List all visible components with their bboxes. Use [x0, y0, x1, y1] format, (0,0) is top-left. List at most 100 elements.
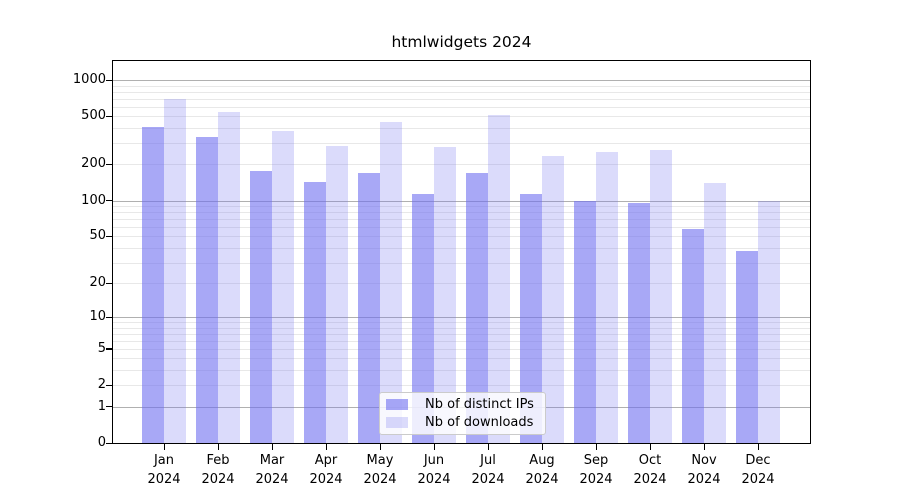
gridlines-layer	[113, 61, 810, 443]
bars-layer	[113, 61, 810, 443]
y-tick-mark-0	[106, 442, 112, 444]
bar-nb-of-downloads-may	[380, 121, 402, 443]
gridline-major-100	[113, 200, 810, 202]
bar-nb-of-distinct-ips-jan	[142, 127, 164, 443]
bar-nb-of-downloads-nov	[704, 182, 726, 443]
gridline-minor-900	[113, 85, 810, 87]
y-tick-mark-10	[106, 316, 112, 318]
gridline-minor-600	[113, 106, 810, 108]
x-tick-label-may: May 2024	[363, 453, 397, 487]
gridline-minor-70	[113, 219, 810, 221]
bar-nb-of-downloads-jan	[164, 98, 186, 443]
gridline-minor-5	[113, 348, 810, 350]
gridline-minor-6	[113, 340, 810, 342]
y-tick-label-0: 0	[97, 435, 106, 450]
y-tick-mark-5	[106, 348, 112, 350]
y-tick-label-20: 20	[89, 275, 106, 291]
gridline-minor-20	[113, 283, 810, 285]
x-tick-label-feb: Feb 2024	[201, 453, 235, 487]
x-tick-mark-feb	[217, 444, 219, 450]
legend-item-distinct-ips: Nb of distinct IPs	[386, 397, 545, 412]
x-tick-label-aug: Aug 2024	[525, 453, 559, 487]
bar-nb-of-downloads-jul	[488, 115, 510, 443]
bar-nb-of-downloads-mar	[272, 130, 294, 443]
bar-nb-of-distinct-ips-jul	[466, 172, 488, 443]
x-tick-label-mar: Mar 2024	[255, 453, 289, 487]
y-tick-label-2: 2	[97, 377, 106, 393]
y-tick-mark-200	[106, 163, 112, 166]
bar-nb-of-distinct-ips-sep	[574, 200, 596, 443]
gridline-minor-700	[113, 98, 810, 100]
bar-nb-of-distinct-ips-oct	[628, 202, 650, 443]
x-tick-mark-aug	[541, 444, 543, 450]
bar-nb-of-distinct-ips-feb	[196, 136, 218, 443]
plot-area	[112, 60, 811, 444]
x-tick-label-jul: Jul 2024	[471, 453, 505, 487]
x-tick-mark-jul	[487, 444, 489, 450]
gridline-minor-7	[113, 333, 810, 335]
y-tick-label-500: 500	[81, 108, 106, 124]
y-tick-label-50: 50	[89, 228, 106, 244]
gridline-minor-500	[113, 116, 810, 118]
x-tick-mark-oct	[649, 444, 651, 450]
legend-swatch-distinct-ips	[386, 399, 408, 410]
gridline-minor-60	[113, 227, 810, 228]
bar-nb-of-downloads-feb	[218, 111, 240, 443]
y-tick-mark-100	[106, 200, 112, 202]
gridline-minor-80	[113, 212, 810, 214]
x-tick-label-sep: Sep 2024	[579, 453, 613, 487]
gridline-major-10	[113, 317, 810, 318]
legend: Nb of distinct IPs Nb of downloads	[379, 392, 546, 435]
y-tick-mark-50	[106, 235, 112, 238]
x-tick-label-jan: Jan 2024	[147, 453, 181, 487]
y-tick-label-5: 5	[97, 340, 106, 356]
bar-nb-of-distinct-ips-dec	[736, 250, 758, 443]
y-tick-mark-1000	[106, 79, 112, 81]
y-tick-label-200: 200	[81, 156, 106, 172]
bar-nb-of-downloads-apr	[326, 145, 348, 443]
x-tick-mark-jun	[433, 444, 435, 450]
gridline-minor-40	[113, 247, 810, 249]
bar-nb-of-distinct-ips-jun	[412, 193, 434, 443]
legend-label-distinct-ips: Nb of distinct IPs	[425, 397, 534, 412]
gridline-minor-50	[113, 236, 810, 238]
gridline-minor-4	[113, 358, 810, 360]
gridline-minor-9	[113, 322, 810, 324]
bar-nb-of-downloads-dec	[758, 200, 780, 443]
legend-item-downloads: Nb of downloads	[386, 415, 545, 430]
bar-nb-of-distinct-ips-apr	[304, 182, 326, 443]
x-tick-mark-sep	[595, 444, 597, 450]
gridline-minor-2	[113, 385, 810, 387]
x-tick-label-dec: Dec 2024	[741, 453, 775, 487]
x-tick-label-oct: Oct 2024	[633, 453, 667, 487]
bar-nb-of-downloads-aug	[542, 155, 564, 443]
x-tick-mark-jan	[163, 444, 165, 450]
gridline-minor-200	[113, 164, 810, 166]
legend-label-downloads: Nb of downloads	[425, 415, 534, 430]
y-tick-label-1: 1	[97, 398, 106, 414]
bar-nb-of-downloads-jun	[434, 146, 456, 443]
chart-title: htmlwidgets 2024	[391, 33, 532, 51]
gridline-minor-800	[113, 91, 810, 93]
y-tick-label-100: 100	[81, 192, 106, 208]
gridline-minor-300	[113, 143, 810, 145]
gridline-minor-90	[113, 205, 810, 207]
x-tick-mark-nov	[703, 444, 705, 450]
gridline-major-1000	[113, 80, 810, 81]
y-tick-mark-2	[106, 384, 112, 386]
gridline-minor-3	[113, 370, 810, 372]
y-tick-mark-1	[106, 406, 112, 408]
y-tick-mark-20	[106, 282, 112, 284]
legend-swatch-downloads	[386, 417, 408, 428]
x-tick-mark-mar	[271, 444, 273, 450]
y-tick-label-10: 10	[89, 309, 106, 324]
bar-nb-of-downloads-oct	[650, 149, 672, 443]
y-tick-label-1000: 1000	[72, 72, 106, 87]
gridline-minor-8	[113, 327, 810, 329]
x-tick-mark-dec	[757, 444, 759, 450]
bar-nb-of-distinct-ips-mar	[250, 171, 272, 443]
y-tick-mark-500	[106, 115, 112, 118]
x-tick-label-apr: Apr 2024	[309, 453, 343, 487]
x-tick-label-nov: Nov 2024	[687, 453, 721, 487]
